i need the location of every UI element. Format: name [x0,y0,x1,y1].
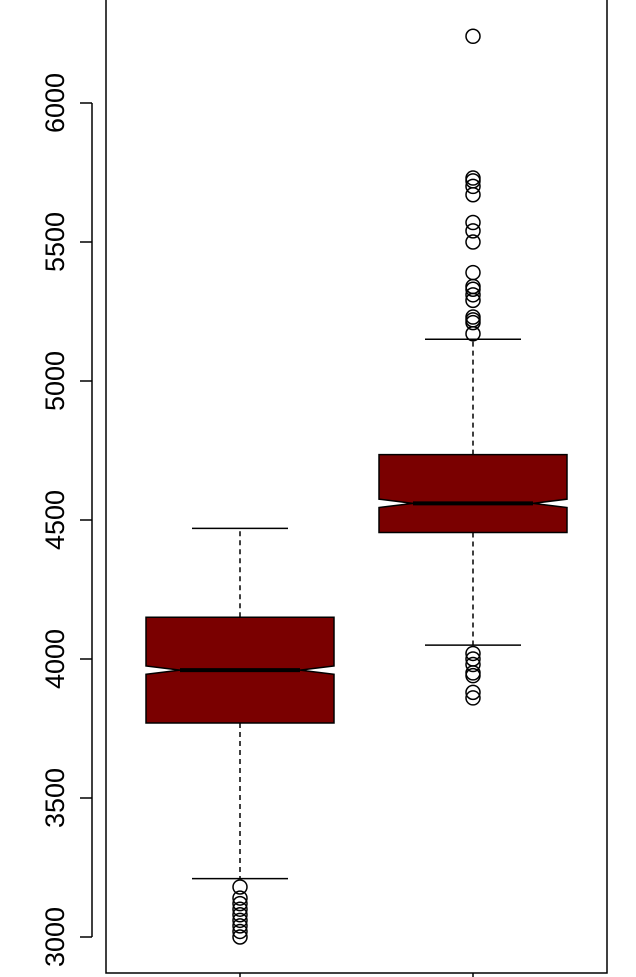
outlier-point [232,901,248,917]
outlier-point [232,879,248,895]
y-tick-label: 5000 [40,351,70,411]
box-group [145,527,335,945]
y-tick-label: 4000 [40,629,70,689]
outlier-point [465,223,481,239]
notched-box [378,453,568,534]
outlier-point [232,912,248,929]
outlier-point [465,667,481,684]
outlier-point [465,178,481,195]
y-tick-label: 3000 [40,907,70,967]
outlier-point [465,292,481,309]
plot-frame [105,0,608,974]
x-axis-ticks [239,973,474,977]
box-series [145,28,568,945]
outlier-point [465,645,481,662]
outlier-point [465,234,481,250]
outlier-point [465,325,481,342]
outlier-point [465,287,481,303]
outlier-point [232,918,248,934]
outlier-point [232,890,248,906]
outlier-point [465,28,481,45]
outlier-point [232,907,248,923]
outlier-point [232,929,248,945]
outlier-point [232,895,248,912]
y-axis: 3000 3500 4000 4500 5000 5500 6000 [40,73,92,967]
outlier-point [465,281,481,298]
y-tick-label: 3500 [40,768,70,828]
outlier-point [232,923,248,940]
outlier-point [465,690,481,706]
outlier-point [465,264,481,281]
y-tick-label: 5500 [40,212,70,272]
outlier-point [465,656,481,673]
outlier-point [465,684,481,701]
box-group [378,28,568,706]
y-tick-label: 4500 [40,490,70,550]
outlier-point [465,186,481,203]
outlier-point [465,314,481,331]
outlier-point [465,214,481,231]
y-tick-label: 6000 [40,73,70,133]
